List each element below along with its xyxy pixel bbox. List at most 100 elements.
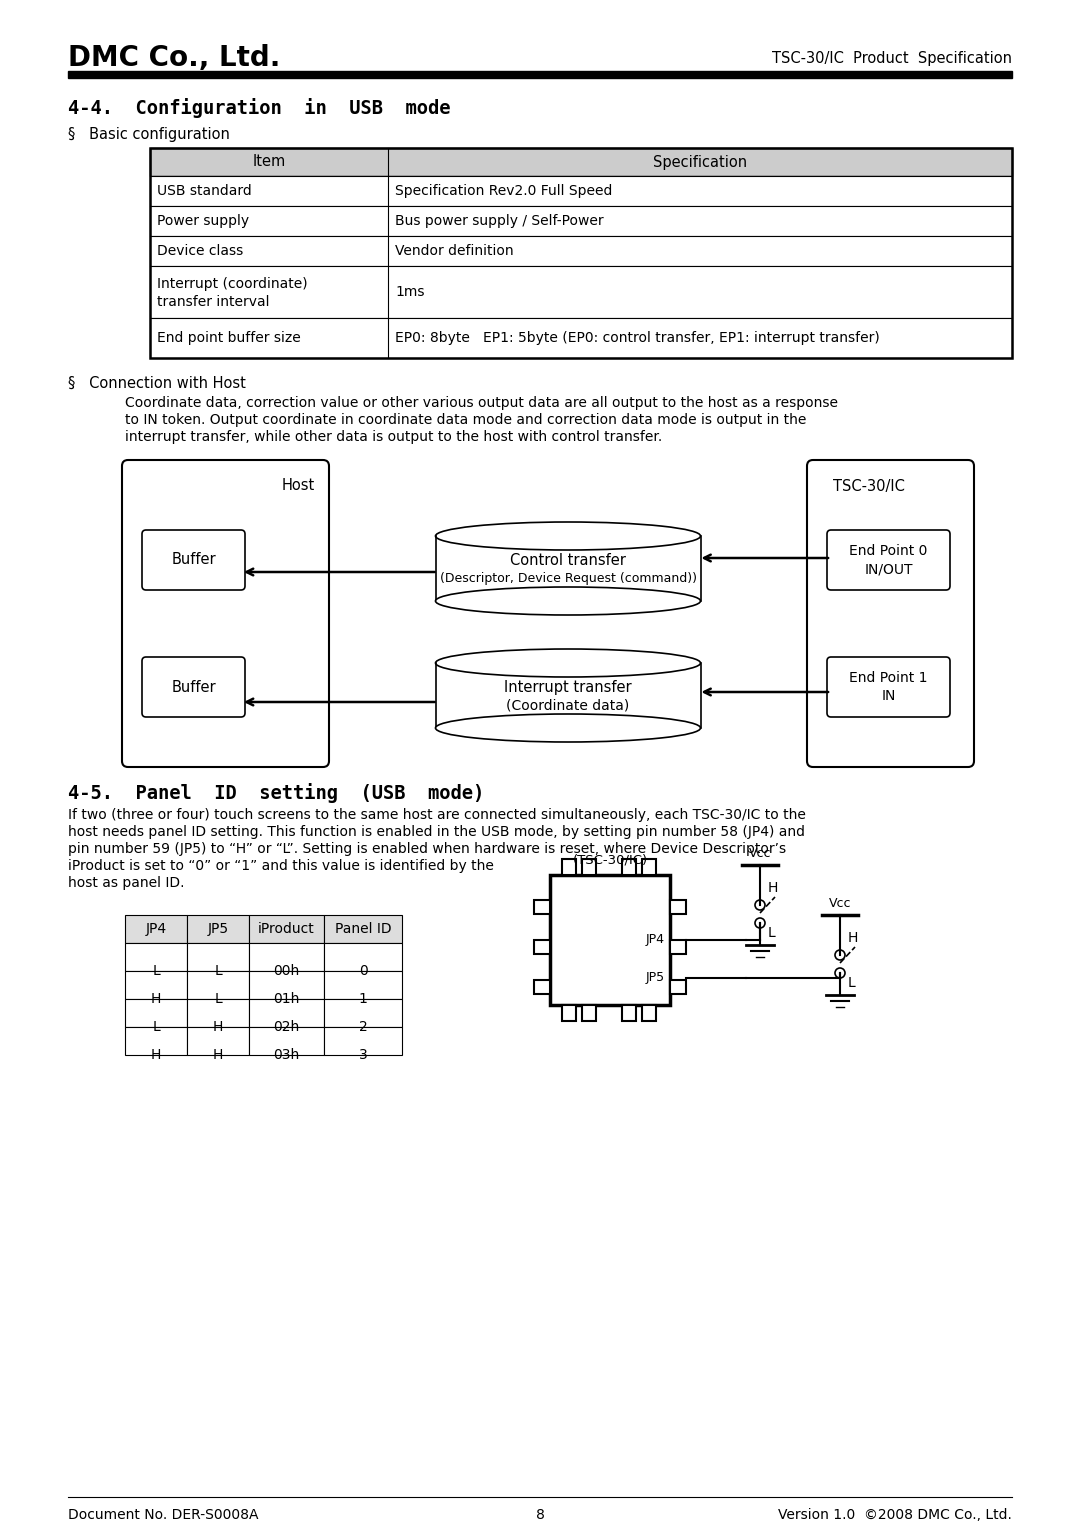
Text: 2: 2: [359, 1020, 367, 1034]
Text: Specification Rev2.0 Full Speed: Specification Rev2.0 Full Speed: [395, 183, 612, 199]
Text: Coordinate data, correction value or other various output data are all output to: Coordinate data, correction value or oth…: [125, 395, 838, 411]
Ellipse shape: [435, 586, 701, 615]
Bar: [550, 875, 670, 1005]
Text: 8: 8: [536, 1509, 544, 1522]
Text: L: L: [152, 1020, 160, 1034]
Text: 1ms: 1ms: [395, 286, 424, 299]
Bar: [642, 860, 656, 875]
Text: Buffer: Buffer: [172, 680, 216, 695]
Text: H: H: [213, 1048, 224, 1061]
Text: L: L: [214, 964, 221, 977]
Text: iProduct is set to “0” or “1” and this value is identified by the: iProduct is set to “0” or “1” and this v…: [68, 860, 494, 873]
Bar: [125, 944, 187, 971]
FancyBboxPatch shape: [141, 530, 245, 589]
Bar: [324, 971, 402, 999]
Text: 03h: 03h: [273, 1048, 299, 1061]
FancyBboxPatch shape: [807, 460, 974, 767]
FancyBboxPatch shape: [827, 530, 950, 589]
Text: TSC-30/IC: TSC-30/IC: [833, 478, 905, 493]
Bar: [249, 971, 324, 999]
Bar: [125, 1028, 187, 1055]
Text: EP0: 8byte   EP1: 5byte (EP0: control transfer, EP1: interrupt transfer): EP0: 8byte EP1: 5byte (EP0: control tran…: [395, 331, 880, 345]
Circle shape: [835, 968, 845, 977]
Text: Host: Host: [282, 478, 314, 493]
Bar: [187, 971, 249, 999]
Text: H: H: [768, 881, 779, 895]
Bar: [249, 944, 324, 971]
Text: Version 1.0  ©2008 DMC Co., Ltd.: Version 1.0 ©2008 DMC Co., Ltd.: [778, 1509, 1012, 1522]
Text: DMC Co., Ltd.: DMC Co., Ltd.: [68, 44, 281, 72]
FancyBboxPatch shape: [827, 657, 950, 718]
Text: Item: Item: [253, 154, 285, 169]
Text: Panel ID: Panel ID: [335, 922, 391, 936]
Text: host as panel ID.: host as panel ID.: [68, 876, 185, 890]
Text: Specification: Specification: [653, 154, 747, 169]
Text: JP5: JP5: [646, 971, 665, 985]
Text: Control transfer: Control transfer: [510, 553, 626, 568]
Text: (TSC-30/IC): (TSC-30/IC): [572, 854, 648, 866]
Bar: [622, 860, 636, 875]
Text: H: H: [213, 1020, 224, 1034]
Bar: [249, 915, 324, 944]
Ellipse shape: [435, 522, 701, 550]
Text: 02h: 02h: [273, 1020, 299, 1034]
Bar: [187, 999, 249, 1028]
Bar: [150, 237, 1012, 266]
Bar: [68, 70, 1012, 78]
Bar: [150, 148, 1012, 357]
Text: iProduct: iProduct: [258, 922, 315, 936]
Text: (Descriptor, Device Request (command)): (Descriptor, Device Request (command)): [440, 573, 697, 585]
Text: to IN token. Output coordinate in coordinate data mode and correction data mode : to IN token. Output coordinate in coordi…: [125, 412, 807, 428]
FancyBboxPatch shape: [141, 657, 245, 718]
Text: Bus power supply / Self-Power: Bus power supply / Self-Power: [395, 214, 604, 228]
Text: USB standard: USB standard: [157, 183, 252, 199]
Bar: [622, 1005, 636, 1022]
Text: pin number 59 (JP5) to “H” or “L”. Setting is enabled when hardware is reset, wh: pin number 59 (JP5) to “H” or “L”. Setti…: [68, 841, 786, 857]
Bar: [642, 1005, 656, 1022]
Ellipse shape: [435, 649, 701, 676]
Bar: [150, 266, 1012, 318]
Bar: [150, 318, 1012, 357]
Bar: [249, 1028, 324, 1055]
Text: 3: 3: [359, 1048, 367, 1061]
Text: Buffer: Buffer: [172, 553, 216, 568]
FancyBboxPatch shape: [122, 460, 329, 767]
Text: L: L: [768, 925, 775, 941]
Bar: [150, 148, 1012, 176]
Text: §   Connection with Host: § Connection with Host: [68, 376, 246, 391]
Bar: [125, 915, 187, 944]
Bar: [249, 999, 324, 1028]
Ellipse shape: [435, 715, 701, 742]
Bar: [187, 1028, 249, 1055]
Text: If two (three or four) touch screens to the same host are connected simultaneous: If two (three or four) touch screens to …: [68, 808, 806, 822]
Text: Vᴄᴄ: Vᴄᴄ: [828, 896, 851, 910]
Text: 0: 0: [359, 964, 367, 977]
Text: End Point 0
IN/OUT: End Point 0 IN/OUT: [849, 544, 928, 576]
Bar: [324, 944, 402, 971]
Text: H: H: [848, 931, 859, 945]
Text: Interrupt (coordinate): Interrupt (coordinate): [157, 276, 308, 292]
Text: JP5: JP5: [207, 922, 229, 936]
Text: 1: 1: [359, 993, 367, 1006]
Bar: [534, 980, 550, 994]
Text: H: H: [151, 993, 161, 1006]
Text: 00h: 00h: [273, 964, 299, 977]
Text: 01h: 01h: [273, 993, 299, 1006]
Bar: [150, 176, 1012, 206]
Text: transfer interval: transfer interval: [157, 295, 270, 308]
Text: interrupt transfer, while other data is output to the host with control transfer: interrupt transfer, while other data is …: [125, 431, 662, 444]
Circle shape: [755, 899, 765, 910]
Bar: [582, 1005, 596, 1022]
Text: L: L: [214, 993, 221, 1006]
Bar: [582, 860, 596, 875]
Text: 4-5.  Panel  ID  setting  (USB  mode): 4-5. Panel ID setting (USB mode): [68, 783, 484, 803]
Bar: [435, 663, 701, 728]
Circle shape: [755, 918, 765, 928]
Text: §   Basic configuration: § Basic configuration: [68, 127, 230, 142]
Text: Device class: Device class: [157, 244, 243, 258]
Bar: [150, 206, 1012, 237]
Bar: [534, 941, 550, 954]
Text: Vᴄᴄ: Vᴄᴄ: [748, 847, 771, 860]
Text: L: L: [152, 964, 160, 977]
Text: Document No. DER-S0008A: Document No. DER-S0008A: [68, 1509, 258, 1522]
